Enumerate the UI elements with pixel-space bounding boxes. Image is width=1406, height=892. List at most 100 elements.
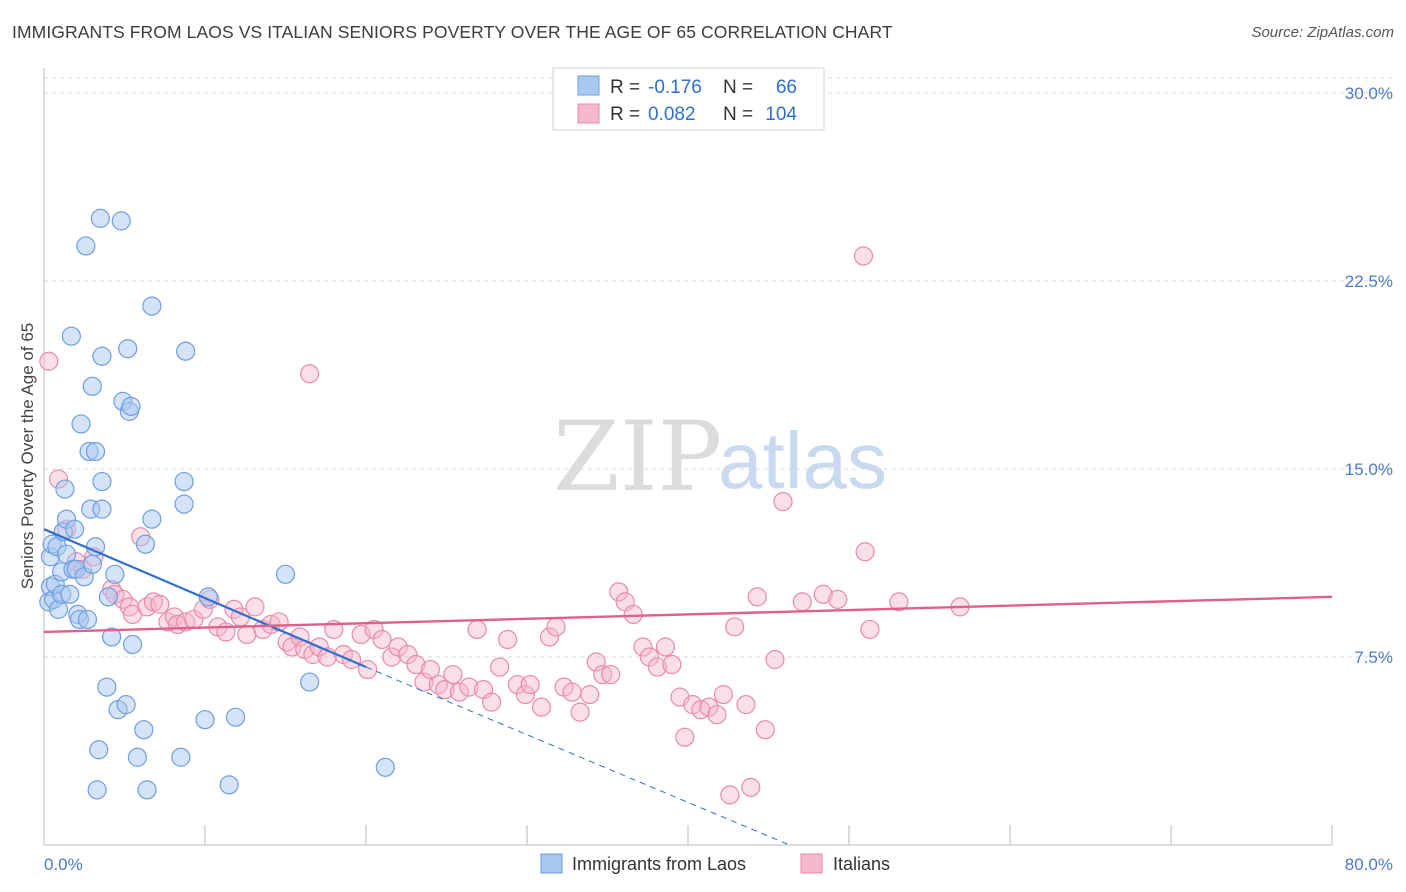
- laos-point: [111, 211, 131, 231]
- x-tick-label-min: 0.0%: [44, 855, 83, 874]
- laos-point: [82, 376, 102, 396]
- italians-point: [580, 685, 600, 705]
- italians-point: [481, 692, 502, 712]
- italians-point: [639, 647, 659, 667]
- laos-point: [87, 780, 107, 800]
- italians-point: [435, 679, 455, 700]
- italians-point: [245, 597, 265, 617]
- italians-point: [150, 594, 170, 614]
- bottom-legend-label-italians: Italians: [833, 854, 890, 874]
- italians-point: [586, 652, 606, 672]
- laos-point: [122, 634, 143, 655]
- laos-point: [275, 564, 296, 584]
- legend-n-value-laos: 66: [776, 77, 797, 98]
- italians-point: [747, 587, 767, 607]
- italians-point: [593, 664, 613, 685]
- laos-point: [176, 341, 196, 361]
- laos-point: [92, 346, 112, 366]
- italians-point: [773, 492, 793, 512]
- italians-point: [467, 619, 487, 640]
- laos-point: [89, 740, 109, 760]
- bottom-legend-swatch-italians: [800, 853, 823, 874]
- correlation-legend: R = -0.176 N = 66 R = 0.082 N = 104: [552, 67, 825, 131]
- laos-point: [174, 494, 194, 514]
- y-tick-label: 22.5%: [1345, 272, 1393, 291]
- laos-point: [171, 747, 191, 767]
- y-tick-labels: 7.5% 15.0% 22.5% 30.0%: [1345, 84, 1393, 667]
- bottom-legend-swatch-laos: [540, 853, 563, 874]
- italians-point: [720, 785, 740, 805]
- laos-point: [61, 326, 81, 346]
- italians-point: [498, 629, 518, 650]
- italians-point: [570, 702, 590, 722]
- laos-point: [85, 441, 106, 462]
- watermark-zip: ZIP: [553, 401, 722, 513]
- italians-point: [765, 649, 785, 670]
- italians-point: [562, 682, 582, 702]
- italians-point: [237, 624, 257, 645]
- laos-point: [71, 414, 91, 434]
- laos-point: [55, 479, 75, 499]
- italians-point: [420, 659, 440, 680]
- laos-point: [82, 554, 102, 574]
- italians-point: [725, 617, 745, 637]
- italians-point: [707, 705, 727, 725]
- watermark: ZIP atlas: [553, 401, 887, 513]
- laos-point: [142, 296, 162, 316]
- italians-point: [699, 697, 719, 717]
- italians-point: [443, 664, 463, 685]
- laos-point: [105, 564, 125, 584]
- italians-point: [382, 647, 402, 667]
- italians-point: [609, 582, 629, 602]
- italians-point: [398, 644, 418, 665]
- laos-points: [39, 208, 395, 800]
- laos-point: [98, 587, 119, 607]
- laos-point: [174, 471, 194, 492]
- italians-point: [490, 657, 510, 677]
- italians-point: [531, 697, 552, 717]
- laos-point: [77, 609, 98, 630]
- italians-point: [406, 654, 426, 675]
- italians-point: [300, 364, 320, 384]
- italians-point: [647, 657, 668, 677]
- chart-title: IMMIGRANTS FROM LAOS VS ITALIAN SENIORS …: [12, 22, 893, 42]
- laos-point: [127, 747, 147, 767]
- italians-point: [792, 592, 812, 612]
- italians-point: [459, 677, 479, 697]
- laos-point: [137, 780, 157, 800]
- legend-r-label-italians: R =: [610, 104, 640, 125]
- trendlines: [43, 528, 1333, 846]
- laos-point: [219, 775, 239, 795]
- italians-point: [539, 627, 560, 647]
- italians-point: [428, 674, 449, 695]
- italians-point: [741, 777, 761, 797]
- italians-point: [388, 637, 408, 657]
- italians-point: [546, 617, 566, 637]
- watermark-atlas: atlas: [718, 416, 887, 505]
- laos-point: [135, 534, 156, 554]
- italians-point: [372, 629, 392, 650]
- italians-point: [414, 672, 434, 692]
- y-tick-label: 15.0%: [1345, 460, 1393, 479]
- italians-point: [853, 246, 874, 266]
- laos-point: [97, 677, 117, 697]
- italians-point: [889, 592, 909, 612]
- laos-point: [102, 627, 122, 647]
- y-tick-label: 7.5%: [1354, 648, 1393, 667]
- x-ticks: [43, 825, 1333, 845]
- y-axis-label: Seniors Poverty Over the Age of 65: [18, 323, 37, 589]
- italians-point: [515, 685, 535, 705]
- italians-point: [351, 624, 371, 645]
- italians-point: [449, 682, 469, 702]
- laos-point: [375, 757, 395, 777]
- legend-swatch-laos: [577, 75, 600, 96]
- laos-point: [195, 710, 215, 730]
- laos-point: [134, 720, 154, 740]
- italians-point: [675, 727, 695, 747]
- legend-n-value-italians: 104: [765, 104, 797, 125]
- gridlines: [44, 77, 1392, 658]
- laos-point: [76, 236, 96, 256]
- laos-point: [300, 672, 320, 692]
- legend-r-value-italians: 0.082: [648, 104, 696, 125]
- legend-n-label-laos: N =: [723, 77, 753, 98]
